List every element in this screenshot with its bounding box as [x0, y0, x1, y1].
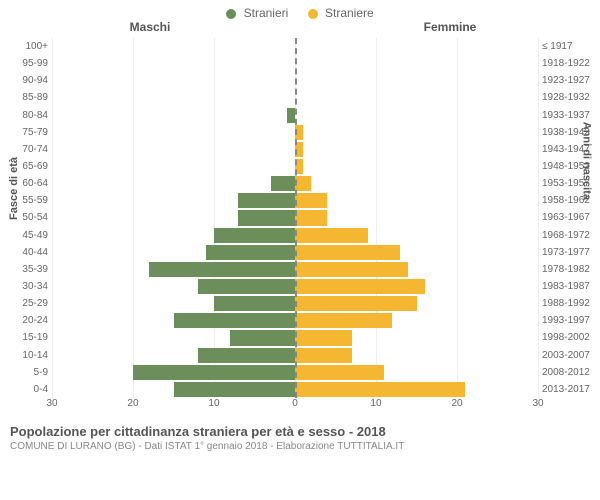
birth-year-label: 2003-2007: [538, 347, 600, 364]
age-label: 95-99: [0, 55, 52, 72]
age-label: 60-64: [0, 175, 52, 192]
x-tick: 10: [370, 398, 381, 409]
birth-year-label: ≤ 1917: [538, 38, 600, 55]
birth-year-label: 1973-1977: [538, 244, 600, 261]
birth-year-label: 1923-1927: [538, 72, 600, 89]
bar-female: [295, 382, 465, 397]
age-label: 80-84: [0, 107, 52, 124]
center-line: [295, 38, 297, 398]
age-label: 5-9: [0, 364, 52, 381]
bar-female: [295, 210, 327, 225]
birth-year-label: 2008-2012: [538, 364, 600, 381]
x-tick: 20: [451, 398, 462, 409]
bar-female: [295, 348, 352, 363]
birth-year-label: 1933-1937: [538, 107, 600, 124]
header-male: Maschi: [0, 20, 300, 34]
bar-male: [198, 348, 295, 363]
birth-year-label: 1948-1952: [538, 158, 600, 175]
bar-male: [230, 330, 295, 345]
legend-label-male: Stranieri: [244, 6, 289, 20]
birth-year-label: 1963-1967: [538, 209, 600, 226]
age-label: 100+: [0, 38, 52, 55]
bar-male: [133, 365, 295, 380]
age-label: 65-69: [0, 158, 52, 175]
x-tick: 20: [127, 398, 138, 409]
age-label: 70-74: [0, 141, 52, 158]
age-label: 15-19: [0, 329, 52, 346]
birth-year-label: 1928-1932: [538, 89, 600, 106]
birth-year-label: 1998-2002: [538, 329, 600, 346]
x-tick: 30: [46, 398, 57, 409]
chart-footer: Popolazione per cittadinanza straniera p…: [0, 418, 600, 452]
birth-year-label: 1943-1947: [538, 141, 600, 158]
chart-title: Popolazione per cittadinanza straniera p…: [10, 424, 590, 439]
age-label: 30-34: [0, 278, 52, 295]
bar-female: [295, 193, 327, 208]
chart-subtitle: COMUNE DI LURANO (BG) - Dati ISTAT 1° ge…: [10, 441, 590, 452]
bar-male: [174, 313, 296, 328]
age-label: 20-24: [0, 312, 52, 329]
population-pyramid-chart: Stranieri Straniere Maschi Femmine Fasce…: [0, 0, 600, 500]
bar-male: [238, 193, 295, 208]
bar-female: [295, 279, 425, 294]
birth-year-label: 2013-2017: [538, 381, 600, 398]
bar-female: [295, 245, 400, 260]
birth-year-label: 1953-1957: [538, 175, 600, 192]
legend-swatch-female: [308, 9, 318, 19]
bar-female: [295, 228, 368, 243]
bar-female: [295, 296, 417, 311]
birth-year-label: 1983-1987: [538, 278, 600, 295]
bar-male: [149, 262, 295, 277]
age-label: 0-4: [0, 381, 52, 398]
birth-year-label: 1993-1997: [538, 312, 600, 329]
legend: Stranieri Straniere: [0, 0, 600, 20]
birth-year-label: 1938-1942: [538, 124, 600, 141]
age-label: 25-29: [0, 295, 52, 312]
age-label: 45-49: [0, 227, 52, 244]
bar-male: [271, 176, 295, 191]
age-label: 10-14: [0, 347, 52, 364]
bar-female: [295, 313, 392, 328]
x-tick: 0: [292, 398, 298, 409]
bar-male: [287, 108, 295, 123]
legend-label-female: Straniere: [325, 6, 374, 20]
bar-male: [214, 228, 295, 243]
column-headers: Maschi Femmine: [0, 20, 600, 38]
bar-male: [206, 245, 295, 260]
x-tick: 30: [532, 398, 543, 409]
bar-male: [174, 382, 296, 397]
bar-female: [295, 176, 311, 191]
legend-item-female: Straniere: [308, 6, 374, 20]
bar-male: [214, 296, 295, 311]
bar-female: [295, 330, 352, 345]
birth-year-label: 1918-1922: [538, 55, 600, 72]
bar-male: [198, 279, 295, 294]
plot-area: 100+≤ 191795-991918-192290-941923-192785…: [52, 38, 538, 418]
age-label: 35-39: [0, 261, 52, 278]
x-axis: 3020100102030: [52, 398, 538, 418]
birth-year-label: 1968-1972: [538, 227, 600, 244]
age-label: 90-94: [0, 72, 52, 89]
legend-swatch-male: [226, 9, 236, 19]
bar-female: [295, 365, 384, 380]
legend-item-male: Stranieri: [226, 6, 288, 20]
bar-male: [238, 210, 295, 225]
age-label: 85-89: [0, 89, 52, 106]
age-label: 40-44: [0, 244, 52, 261]
birth-year-label: 1988-1992: [538, 295, 600, 312]
birth-year-label: 1978-1982: [538, 261, 600, 278]
birth-year-label: 1958-1962: [538, 192, 600, 209]
header-female: Femmine: [300, 20, 600, 34]
age-label: 50-54: [0, 209, 52, 226]
age-label: 55-59: [0, 192, 52, 209]
age-label: 75-79: [0, 124, 52, 141]
x-tick: 10: [208, 398, 219, 409]
bar-female: [295, 262, 408, 277]
